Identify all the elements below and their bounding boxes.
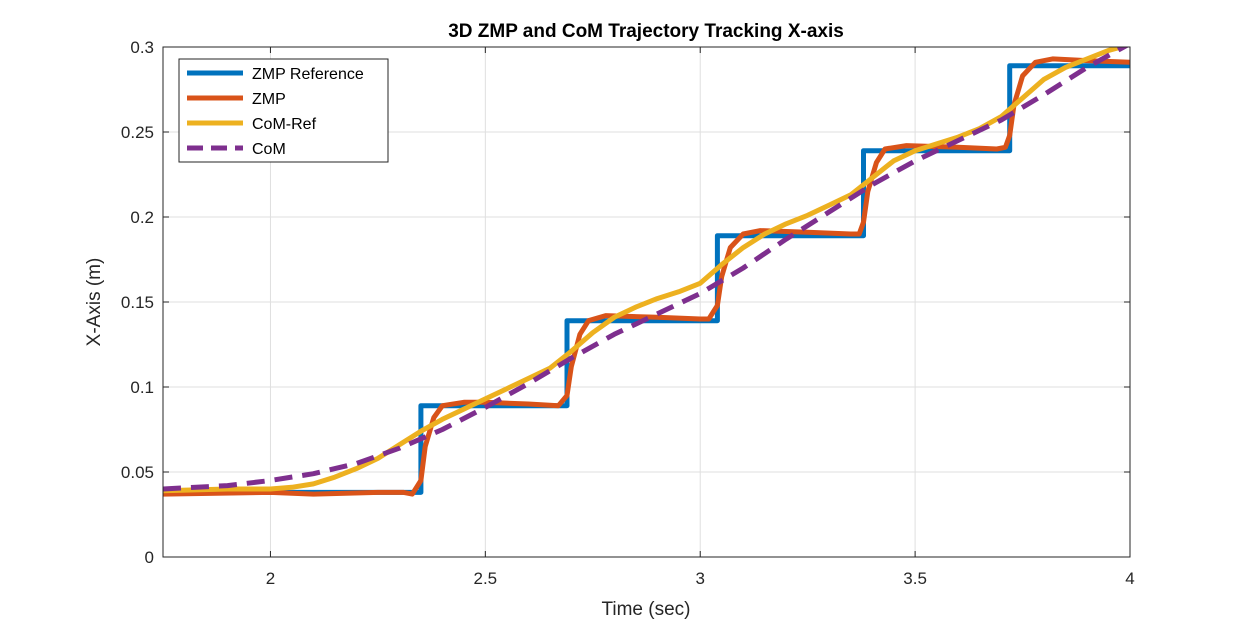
series-line-zmp: [163, 56, 1130, 497]
y-tick-label: 0: [145, 548, 154, 567]
series-group: [163, 47, 1130, 497]
y-tick-label: 0.15: [121, 293, 154, 312]
tick-labels: 2 2.5 3 3.5 4 0 0.05 0.1 0.15 0.2 0.25 0.3: [121, 38, 1135, 588]
chart-title: 3D ZMP and CoM Trajectory Tracking X-axi…: [448, 21, 844, 42]
legend-label-zmp-reference: ZMP Reference: [252, 66, 364, 83]
x-tick-label: 2.5: [474, 569, 498, 588]
tick-marks: [163, 46, 1131, 558]
x-tick-label: 2: [266, 569, 275, 588]
legend-label-com-ref: CoM-Ref: [252, 116, 317, 133]
y-tick-label: 0.2: [130, 208, 154, 227]
y-tick-label: 0.3: [130, 38, 154, 57]
x-tick-label: 3.5: [903, 569, 927, 588]
y-axis-label: X-Axis (m): [84, 258, 105, 347]
x-axis-label: Time (sec): [601, 599, 690, 620]
legend-label-zmp: ZMP: [252, 91, 286, 108]
x-tick-label: 3: [695, 569, 704, 588]
legend-label-com: CoM: [252, 141, 286, 158]
y-tick-label: 0.1: [130, 378, 154, 397]
y-tick-label: 0.25: [121, 123, 154, 142]
legend: ZMP Reference ZMP CoM-Ref CoM: [178, 58, 389, 163]
legend-box: [178, 58, 389, 163]
y-tick-label: 0.05: [121, 463, 154, 482]
series-line-com: [163, 47, 1130, 492]
x-tick-label: 4: [1125, 569, 1134, 588]
